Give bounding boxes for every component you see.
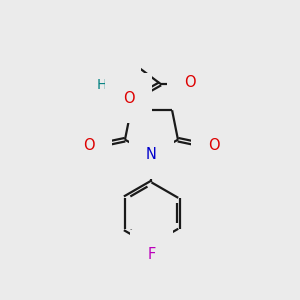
Text: O: O: [83, 138, 94, 153]
Text: F: F: [147, 247, 156, 262]
Text: H–N: H–N: [97, 78, 125, 92]
Text: O: O: [208, 138, 220, 153]
Text: N: N: [146, 147, 157, 162]
Text: O: O: [184, 75, 196, 90]
Text: O: O: [123, 91, 134, 106]
